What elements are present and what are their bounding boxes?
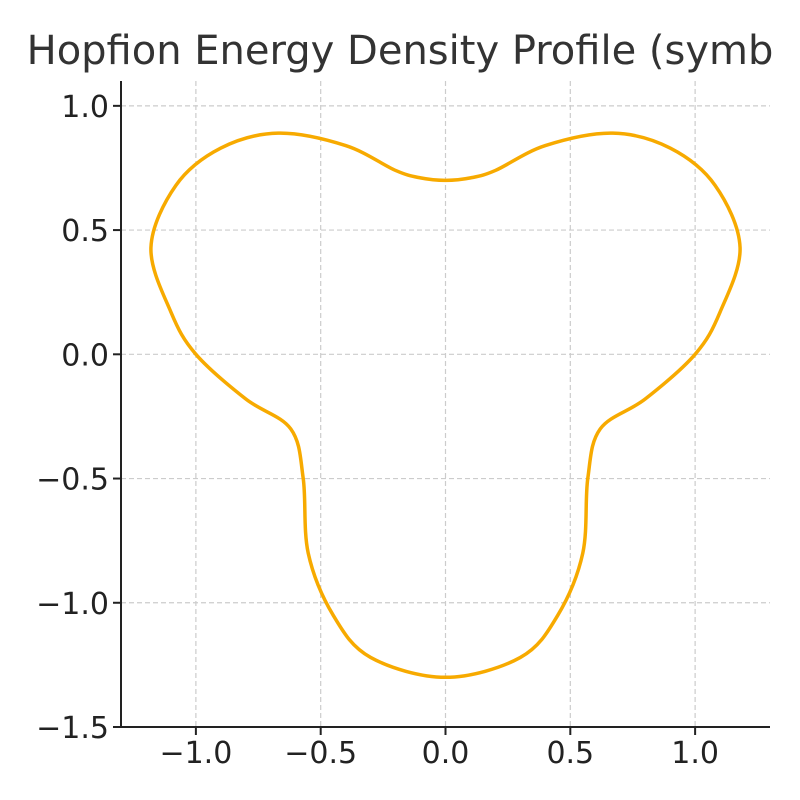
series-line-0: [149, 131, 742, 680]
x-tick-label-3: 0.5: [546, 736, 594, 771]
y-tick-label-5: 1.0: [61, 90, 109, 125]
y-tick-label-1: −1.0: [36, 587, 109, 622]
axes: [113, 81, 770, 735]
y-tick-label-0: −1.5: [36, 711, 109, 746]
grid-lines: [121, 81, 770, 728]
x-tick-label-0: −1.0: [159, 736, 232, 771]
x-tick-label-2: 0.0: [422, 736, 470, 771]
x-tick-label-4: 1.0: [671, 736, 719, 771]
y-tick-label-2: −0.5: [36, 463, 109, 498]
y-tick-label-3: 0.0: [61, 338, 109, 373]
x-tick-label-1: −0.5: [284, 736, 357, 771]
chart-title: Hopfion Energy Density Profile (symb: [27, 28, 774, 74]
y-tick-label-4: 0.5: [61, 214, 109, 249]
series-layer: [149, 131, 742, 680]
tick-labels: −1.0 −0.5 0.0 0.5 1.0 −1.5 −1.0 −0.5 0.0 0.5 1.0: [36, 90, 719, 771]
